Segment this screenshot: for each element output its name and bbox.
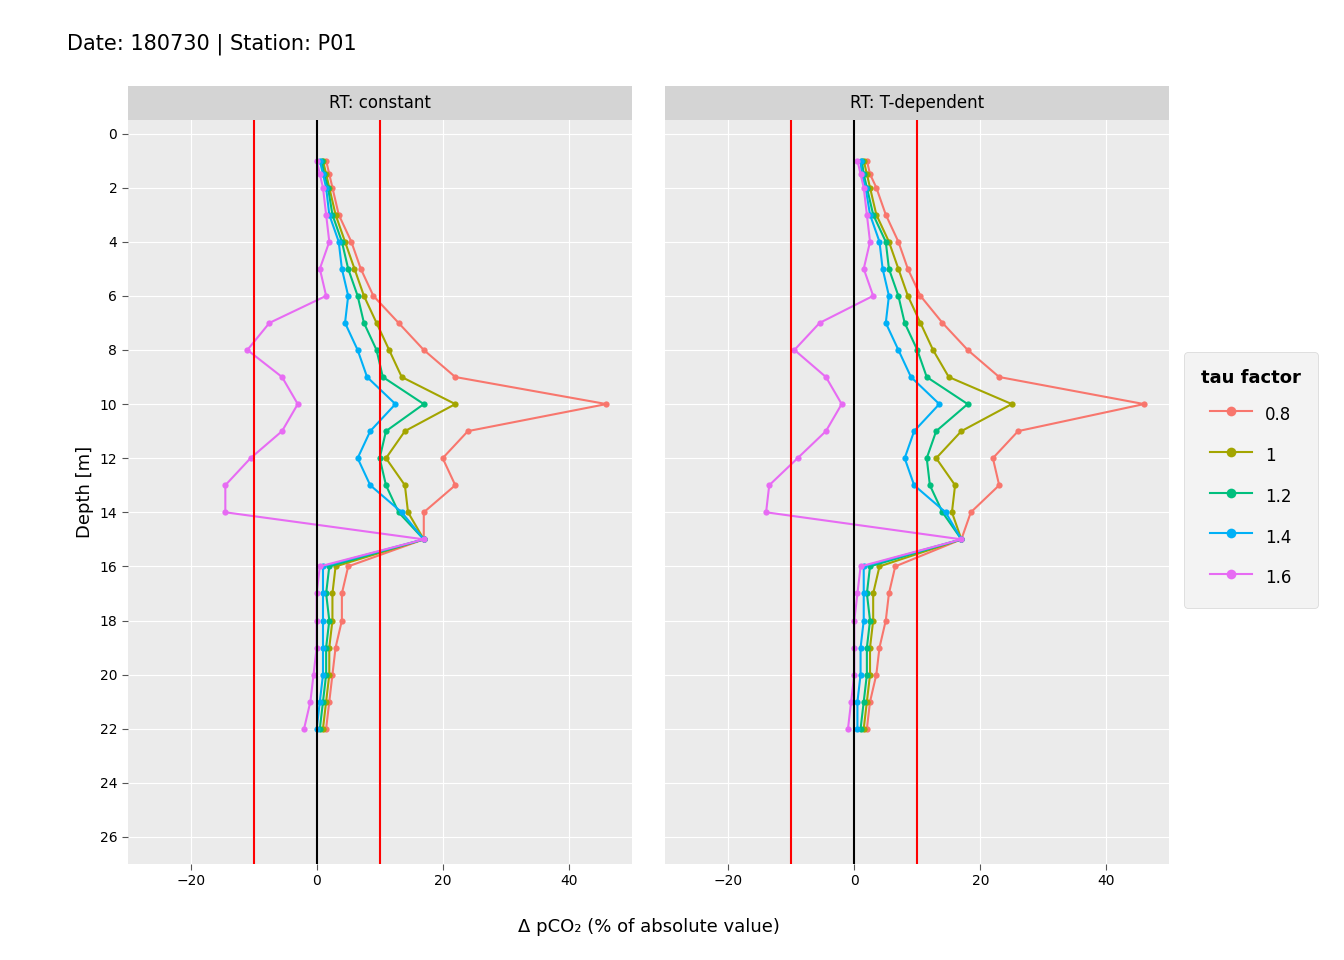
Text: RT: T-dependent: RT: T-dependent <box>851 94 984 112</box>
Text: Date: 180730 | Station: P01: Date: 180730 | Station: P01 <box>67 34 356 55</box>
Y-axis label: Depth [m]: Depth [m] <box>77 446 94 538</box>
Text: Δ pCO₂ (% of absolute value): Δ pCO₂ (% of absolute value) <box>517 918 780 936</box>
Text: RT: constant: RT: constant <box>329 94 430 112</box>
Legend: 0.8, 1, 1.2, 1.4, 1.6: 0.8, 1, 1.2, 1.4, 1.6 <box>1184 352 1317 608</box>
